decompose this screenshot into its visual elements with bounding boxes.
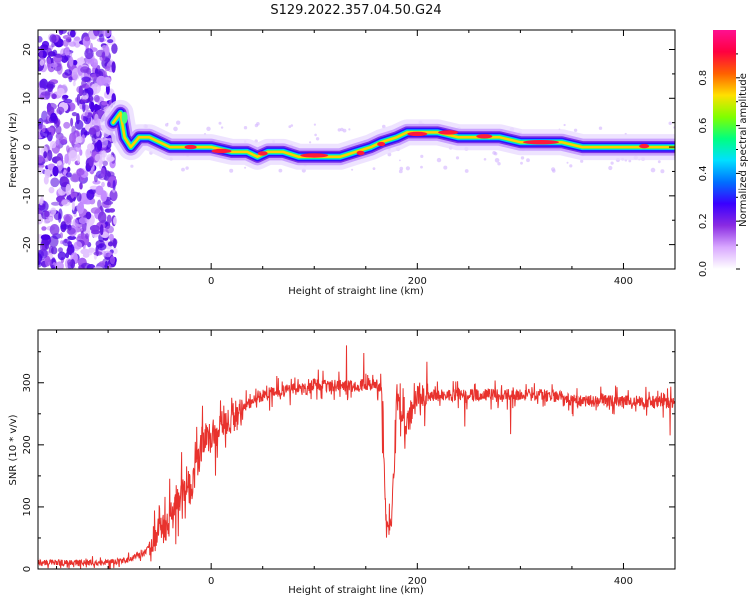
colorbar-label: Normalized spectral amplitude xyxy=(738,73,749,227)
colorbar-tick-label: 0.4 xyxy=(698,165,709,181)
snr-x-axis-label: Height of straight line (km) xyxy=(288,585,424,596)
y-tick-label: 300 xyxy=(22,373,33,392)
spectrogram-frame xyxy=(37,29,676,270)
x-tick-label: 0 xyxy=(208,276,214,287)
y-tick-label: 0 xyxy=(22,144,33,150)
figure-title: S129.2022.357.04.50.G24 xyxy=(270,3,441,18)
colorbar-gradient xyxy=(713,30,736,269)
snr-panel: 0 200 400 0 100 200 300 Height of straight li… xyxy=(8,329,676,596)
snr-frame xyxy=(37,329,676,570)
x-tick-label: 400 xyxy=(614,276,633,287)
x-tick-label: 200 xyxy=(408,276,427,287)
colorbar-tick-label: 0.2 xyxy=(698,213,709,229)
x-tick-label: 0 xyxy=(208,576,214,587)
spectrogram-panel: 0 200 400 20 10 0 -10 -20 Height of straight l… xyxy=(8,29,676,297)
y-tick-label: -20 xyxy=(22,236,33,252)
colorbar-tick-label: 0.8 xyxy=(698,70,709,86)
colorbar-ticks: 0.0 0.2 0.4 0.6 0.8 xyxy=(698,53,740,277)
spectrogram-plot-area xyxy=(37,29,676,270)
y-tick-label: 0 xyxy=(22,566,33,572)
spectrogram-x-axis-label: Height of straight line (km) xyxy=(288,286,424,297)
spectrogram-y-ticks: 20 10 0 -10 -20 xyxy=(22,43,675,270)
snr-x-ticks: 0 200 400 xyxy=(56,330,676,587)
snr-y-axis-label: SNR (10 * v/v) xyxy=(8,414,19,485)
spectrogram-x-ticks: 0 200 400 xyxy=(56,30,676,287)
y-tick-label: -10 xyxy=(22,188,33,204)
snr-y-ticks: 0 100 200 300 xyxy=(22,351,675,572)
spectrogram-noise-region xyxy=(38,30,119,269)
colorbar: 0.0 0.2 0.4 0.6 0.8 Normalized spectral ampl… xyxy=(698,30,749,277)
snr-series-line xyxy=(38,345,675,569)
colorbar-tick-label: 0.6 xyxy=(698,118,709,134)
x-tick-label: 400 xyxy=(614,576,633,587)
spectrogram-ridge xyxy=(100,99,675,170)
x-tick-label: 200 xyxy=(408,576,427,587)
snr-plot-area xyxy=(37,329,676,570)
spectrogram-y-axis-label: Frequency (Hz) xyxy=(8,112,19,188)
y-tick-label: 10 xyxy=(22,92,33,105)
colorbar-tick-label: 0.0 xyxy=(698,261,709,277)
y-tick-label: 100 xyxy=(22,497,33,516)
y-tick-label: 200 xyxy=(22,435,33,454)
y-tick-label: 20 xyxy=(22,43,33,56)
